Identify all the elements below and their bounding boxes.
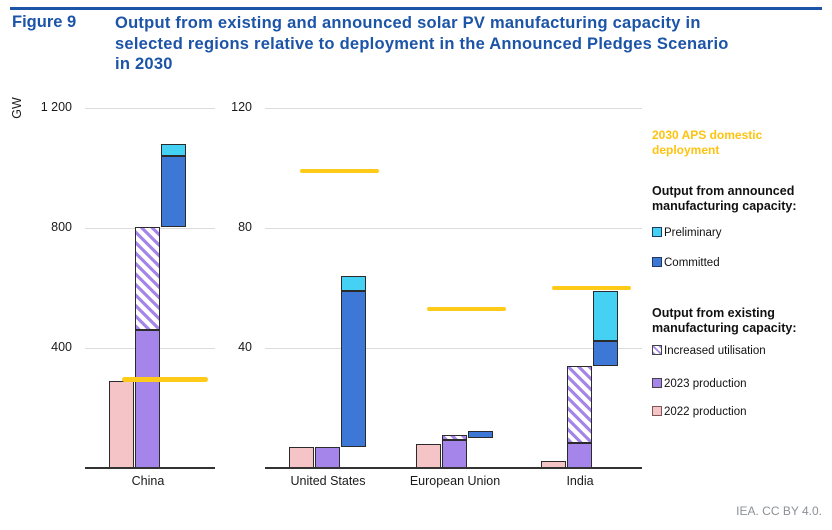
figure-label: Figure 9 bbox=[12, 13, 77, 31]
figure-title-line-3: in 2030 bbox=[115, 55, 173, 73]
bar-china-2023-production bbox=[135, 330, 160, 468]
figure-title-line-2: selected regions relative to deployment … bbox=[115, 34, 729, 53]
gridline-40 bbox=[265, 348, 642, 349]
bar-china-preliminary bbox=[161, 144, 186, 156]
bar-european-union-increased-utilisation bbox=[442, 435, 467, 440]
aps-deployment-line-india bbox=[552, 285, 631, 290]
bar-united-states-preliminary bbox=[341, 276, 366, 291]
category-label-india: India bbox=[566, 474, 594, 488]
gridline-120 bbox=[265, 108, 642, 109]
bar-india-preliminary bbox=[593, 291, 618, 341]
gridline-1200 bbox=[85, 108, 215, 109]
legend-item-increased-utilisation: Increased utilisation bbox=[652, 345, 766, 357]
bar-european-union-committed bbox=[468, 430, 493, 438]
legend-item-preliminary: Preliminary bbox=[652, 227, 722, 239]
bar-european-union-2023-production bbox=[442, 439, 467, 468]
legend-item-label: Increased utilisation bbox=[664, 345, 766, 357]
legend-aps-deployment-label: 2030 APS domestic deployment bbox=[652, 128, 763, 157]
attribution-text: IEA. CC BY 4.0. bbox=[736, 504, 822, 518]
aps-deployment-line-united-states bbox=[300, 168, 379, 173]
legend-announced-header: Output from announced manufacturing capa… bbox=[652, 184, 797, 213]
bar-united-states-2022-production bbox=[289, 447, 314, 468]
aps-deployment-line-european-union bbox=[427, 306, 506, 311]
bar-china-committed bbox=[161, 156, 186, 227]
increased-utilisation-swatch-icon bbox=[652, 345, 662, 355]
legend-item-label: Preliminary bbox=[664, 227, 722, 239]
aps-deployment-line-china bbox=[122, 377, 208, 382]
x-axis-line bbox=[85, 467, 215, 469]
legend-item-label: 2022 production bbox=[664, 406, 747, 418]
legend-existing-header: Output from existing manufacturing capac… bbox=[652, 306, 797, 335]
bar-india-increased-utilisation bbox=[567, 366, 592, 443]
category-label-united-states: United States bbox=[290, 474, 366, 488]
committed-swatch-icon bbox=[652, 257, 662, 267]
bar-united-states-2023-production bbox=[315, 447, 340, 468]
figure-title-line-1: Output from existing and announced solar… bbox=[115, 14, 701, 32]
production-2022-swatch-icon bbox=[652, 406, 662, 416]
bar-united-states-committed bbox=[341, 291, 366, 447]
legend-item-2022-production: 2022 production bbox=[652, 406, 746, 418]
x-axis-line bbox=[265, 467, 642, 469]
y-tick-label-1200: 1 200 bbox=[40, 100, 72, 114]
bar-china-2022-production bbox=[109, 381, 134, 468]
legend-item-committed: Committed bbox=[652, 257, 720, 269]
chart-panel-china: 400 800 1 200 China bbox=[41, 100, 215, 488]
y-tick-label-40: 40 bbox=[238, 340, 252, 354]
chart-panel-us-eu-india: 40 80 120 United States European Union India bbox=[231, 100, 642, 488]
category-label-european-union: European Union bbox=[409, 474, 501, 488]
y-tick-label-800: 800 bbox=[51, 220, 72, 234]
preliminary-swatch-icon bbox=[652, 227, 662, 237]
bar-european-union-2022-production bbox=[416, 444, 441, 468]
bar-india-committed bbox=[593, 340, 618, 366]
gridline-80 bbox=[265, 228, 642, 229]
y-tick-label-120: 120 bbox=[231, 100, 252, 114]
bar-china-increased-utilisation bbox=[135, 226, 160, 330]
legend-item-label: 2023 production bbox=[664, 378, 747, 390]
y-tick-label-400: 400 bbox=[51, 340, 72, 354]
bar-india-2023-production bbox=[567, 442, 592, 468]
top-divider-rule bbox=[10, 7, 822, 10]
production-2023-swatch-icon bbox=[652, 378, 662, 388]
y-tick-label-80: 80 bbox=[238, 220, 252, 234]
category-label-china: China bbox=[131, 474, 165, 488]
legend-item-label: Committed bbox=[664, 257, 720, 269]
legend-item-2023-production: 2023 production bbox=[652, 378, 746, 390]
figure-title: Output from existing and announced solar… bbox=[115, 13, 729, 75]
